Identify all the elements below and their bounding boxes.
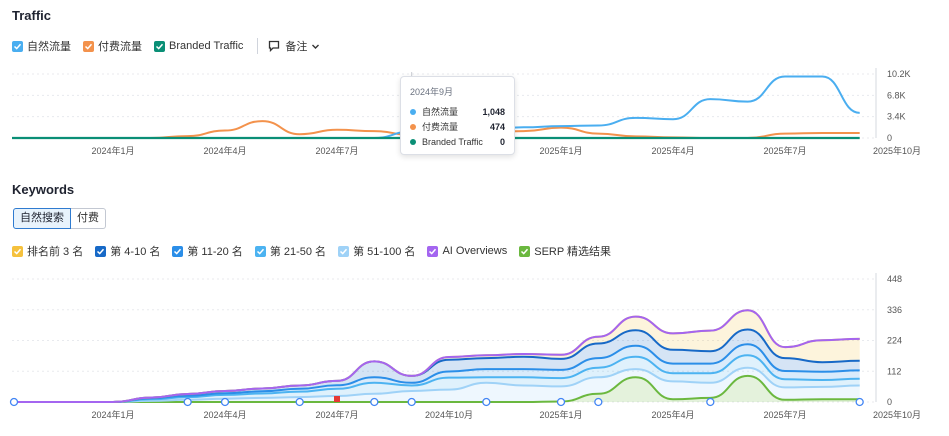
keywords-title: Keywords [12, 182, 75, 197]
x-tick-label: 2024年1月 [91, 145, 134, 156]
keywords-legend: 排名前 3 名 第 4-10 名 第 11-20 名 第 21-50 名 第 5… [12, 243, 623, 259]
checkbox-icon[interactable] [12, 245, 23, 257]
legend-divider [257, 38, 259, 54]
x-tick-label: 2025年7月 [763, 145, 806, 156]
legend-label: 付费流量 [98, 41, 142, 53]
tooltip-value: 0 [499, 136, 505, 147]
y-tick-label: 3.4K [887, 112, 906, 122]
google-update-icon [594, 397, 603, 407]
google-update-icon [407, 397, 416, 407]
legend-organic-traffic[interactable]: 自然流量 [12, 38, 71, 54]
legend-ai-overviews[interactable]: AI Overviews [427, 245, 507, 257]
notes-label: 备注 [285, 41, 308, 53]
tooltip-dot [410, 123, 416, 130]
y-tick-label: 112 [887, 366, 901, 376]
legend-branded-traffic[interactable]: Branded Traffic [154, 40, 243, 52]
tooltip-row-paid: 付费流量 474 [410, 119, 505, 134]
legend-paid-traffic[interactable]: 付费流量 [83, 38, 142, 54]
flag-icon [334, 396, 340, 402]
comment-icon [269, 40, 280, 52]
keywords-chart: 448 336 224 112 0 2024年1月 2024年4月 2024年7月 2024年1… [9, 273, 921, 420]
legend-11-20[interactable]: 第 11-20 名 [172, 243, 243, 259]
legend-label: 第 21-50 名 [269, 246, 327, 258]
checkbox-icon[interactable] [154, 40, 165, 52]
series-line-SERP 精选结果 [12, 374, 860, 403]
legend-label: 第 51-100 名 [353, 246, 416, 258]
legend-label: SERP 精选结果 [534, 246, 612, 258]
series-line-AI Overviews [12, 309, 860, 403]
series-area-第 21-50 名 [12, 355, 860, 402]
google-update-icon [855, 397, 864, 407]
google-update-icon [706, 397, 715, 407]
legend-label: 第 11-20 名 [187, 246, 243, 258]
google-update-icon [482, 397, 491, 407]
tooltip-row-organic: 自然流量 1,048 [410, 104, 505, 119]
chevron-down-icon [312, 44, 320, 49]
tooltip-value: 1,048 [482, 106, 505, 117]
tooltip-value: 474 [489, 121, 505, 132]
tooltip-label: 付费流量 [422, 122, 459, 132]
x-tick-label: 2025年4月 [651, 409, 694, 420]
legend-serp-features[interactable]: SERP 精选结果 [519, 243, 611, 259]
series-area-第 4-10 名 [12, 329, 860, 402]
checkbox-icon[interactable] [83, 40, 94, 52]
y-tick-label: 0 [887, 133, 892, 143]
checkbox-icon[interactable] [95, 245, 107, 257]
checkbox-icon[interactable] [519, 245, 531, 257]
x-tick-label: 2024年1月 [91, 409, 134, 420]
legend-label: 自然流量 [27, 41, 71, 53]
google-update-icon [220, 397, 230, 407]
notes-dropdown[interactable]: 备注 [268, 38, 325, 54]
tab-organic-search[interactable]: 自然搜索 [13, 208, 71, 229]
x-tick-label: 2024年7月 [315, 145, 358, 156]
y-tick-label: 336 [887, 305, 902, 315]
tooltip-dot [410, 138, 416, 145]
y-tick-label: 224 [887, 336, 902, 346]
legend-4-10[interactable]: 第 4-10 名 [95, 243, 160, 259]
legend-top-3[interactable]: 排名前 3 名 [12, 243, 83, 259]
google-update-icon [370, 397, 379, 407]
x-tick-label: 2025年1月 [539, 409, 582, 420]
tooltip-dot [410, 108, 416, 115]
checkbox-icon[interactable] [427, 245, 439, 257]
x-tick-label: 2025年7月 [763, 409, 806, 420]
x-tick-label: 2025年4月 [651, 145, 694, 156]
x-tick-label: 2024年10月 [425, 409, 473, 420]
tab-paid[interactable]: 付费 [71, 208, 106, 229]
legend-label: 排名前 3 名 [27, 246, 84, 258]
google-update-icon [9, 397, 19, 407]
y-tick-label: 0 [887, 397, 892, 407]
legend-label: Branded Traffic [169, 40, 244, 52]
x-tick-label: 2024年4月 [203, 409, 246, 420]
x-tick-label: 2025年1月 [539, 145, 582, 156]
tooltip-label: Branded Traffic [422, 136, 483, 147]
tooltip-title: 2024年9月 [410, 87, 454, 97]
y-tick-label: 448 [887, 274, 902, 284]
traffic-tooltip: 2024年9月 自然流量 1,048 付费流量 474 Branded Traf… [400, 76, 515, 155]
google-update-icon [556, 397, 566, 407]
legend-label: 第 4-10 名 [110, 246, 161, 258]
legend-21-50[interactable]: 第 21-50 名 [254, 243, 327, 259]
checkbox-icon[interactable] [254, 245, 266, 257]
x-tick-label: 2025年10月 [873, 145, 921, 156]
legend-51-100[interactable]: 第 51-100 名 [338, 243, 415, 259]
tooltip-label: 自然流量 [422, 107, 459, 117]
checkbox-icon[interactable] [338, 245, 350, 257]
google-update-icon [183, 397, 192, 407]
checkbox-icon[interactable] [12, 40, 23, 52]
y-tick-label: 6.8K [887, 90, 906, 100]
keywords-tabs: 自然搜索 付费 [13, 208, 106, 229]
series-line-第 51-100 名 [12, 366, 860, 403]
x-tick-label: 2025年10月 [873, 409, 921, 420]
traffic-legend: 自然流量 付费流量 Branded Traffic 备注 [12, 38, 325, 54]
series-area-第 51-100 名 [12, 367, 860, 402]
tooltip-row-branded: Branded Traffic 0 [410, 134, 505, 149]
traffic-title: Traffic [12, 8, 52, 23]
checkbox-icon[interactable] [172, 245, 184, 257]
google-update-icon [295, 397, 304, 407]
x-tick-label: 2024年7月 [315, 409, 358, 420]
legend-label: AI Overviews [442, 245, 508, 257]
x-tick-label: 2024年4月 [203, 145, 246, 156]
y-tick-label: 10.2K [887, 69, 911, 79]
